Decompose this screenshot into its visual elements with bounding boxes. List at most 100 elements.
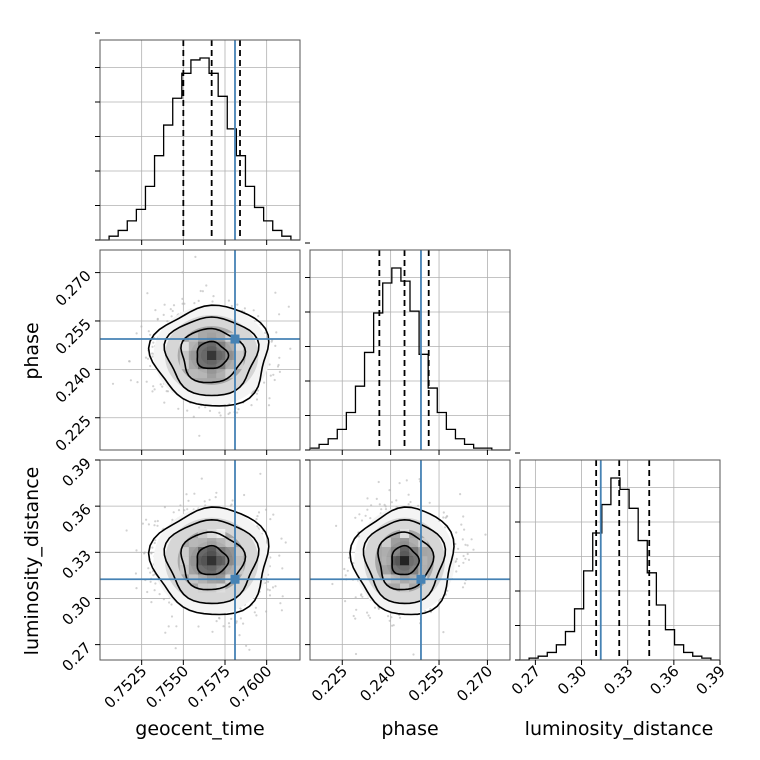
- scatter-point: [134, 572, 137, 575]
- scatter-point: [343, 567, 346, 571]
- scatter-point: [395, 499, 398, 502]
- scatter-point: [352, 614, 355, 618]
- scatter-point: [354, 617, 357, 620]
- scatter-point: [280, 609, 283, 612]
- density-cell: [400, 583, 410, 593]
- scatter-point: [268, 594, 272, 597]
- scatter-point: [187, 499, 190, 502]
- scatter-point: [218, 411, 221, 414]
- contour-line: [180, 327, 247, 384]
- scatter-point: [163, 303, 166, 306]
- scatter-point: [256, 525, 259, 528]
- scatter-point: [208, 409, 212, 412]
- scatter-point: [215, 491, 218, 494]
- scatter-point: [255, 398, 259, 401]
- scatter-point: [211, 630, 214, 633]
- density-cell: [418, 565, 428, 575]
- scatter-point: [252, 309, 255, 312]
- scatter-point: [266, 588, 269, 591]
- density-cell: [390, 538, 400, 548]
- scatter-point: [444, 526, 447, 529]
- scatter-point: [158, 593, 161, 596]
- scatter-point: [250, 404, 253, 407]
- scatter-point: [287, 305, 290, 308]
- scatter-point: [231, 499, 234, 502]
- scatter-point: [151, 345, 154, 348]
- scatter-point: [154, 539, 157, 542]
- scatter-point: [236, 411, 239, 414]
- density-cell: [188, 341, 198, 351]
- scatter-point: [457, 547, 460, 550]
- density-cell: [179, 350, 189, 360]
- density-cell: [418, 556, 428, 566]
- scatter-point: [159, 383, 162, 386]
- density-cell: [400, 538, 410, 548]
- histogram-phase: [309, 267, 510, 451]
- density-cell: [188, 556, 198, 566]
- scatter-point: [366, 497, 369, 500]
- density-cell: [225, 350, 235, 360]
- scatter-point: [259, 472, 262, 475]
- scatter-point: [470, 538, 473, 541]
- density-cell: [409, 538, 419, 548]
- scatter-point: [204, 406, 207, 409]
- y-tick-label: 0.30: [58, 593, 94, 629]
- density-cell: [225, 565, 235, 575]
- scatter-point: [269, 374, 272, 377]
- scatter-point: [344, 574, 347, 577]
- scatter-point: [398, 482, 401, 485]
- scatter-point: [255, 518, 258, 521]
- scatter-point: [455, 557, 458, 561]
- scatter-point: [125, 529, 128, 532]
- scatter-point: [197, 625, 200, 628]
- density-cell: [400, 556, 410, 566]
- scatter-point: [257, 511, 261, 514]
- axis-labels: geocent_time phase luminosity_distance p…: [21, 322, 713, 740]
- scatter-point: [278, 370, 281, 373]
- scatter-point: [466, 544, 469, 547]
- x-tick-label: 0.7575: [184, 662, 234, 712]
- x-tick-label: 0.39: [692, 662, 728, 698]
- scatter-point: [269, 518, 272, 521]
- y-tick-label: 0.240: [52, 363, 95, 406]
- scatter-point: [236, 303, 239, 306]
- scatter-point: [146, 590, 149, 594]
- contour-line: [362, 518, 447, 605]
- scatter-point: [457, 564, 461, 568]
- scatter-point: [264, 331, 267, 334]
- panel-frame: [99, 39, 301, 241]
- density-cell: [418, 547, 428, 557]
- scatter-point: [199, 289, 202, 293]
- density-cell: [400, 565, 410, 575]
- scatter-point: [218, 616, 221, 620]
- density-cell: [188, 332, 198, 342]
- scatter-point: [156, 519, 159, 523]
- scatter-point: [170, 615, 174, 618]
- scatter-point: [369, 517, 372, 520]
- scatter-point: [151, 546, 154, 549]
- scatter-point: [272, 373, 275, 376]
- scatter-point: [177, 407, 180, 410]
- scatter-point: [462, 515, 465, 518]
- scatter-point: [256, 515, 259, 518]
- x-tick-label: 0.30: [554, 662, 590, 698]
- density-cell: [188, 565, 198, 575]
- density-cell: [234, 341, 244, 351]
- scatter-point: [274, 585, 277, 588]
- scatter-point: [268, 589, 271, 592]
- scatter-point: [219, 414, 222, 417]
- x-tick-label: 0.33: [600, 662, 636, 698]
- panel-frame: [519, 459, 721, 661]
- scatter-point: [128, 360, 131, 363]
- y-tick-label: 0.225: [52, 412, 95, 455]
- density-cell: [216, 360, 226, 370]
- scatter-point: [412, 653, 415, 656]
- scatter-point: [205, 284, 208, 287]
- y-axis-label-phase: phase: [21, 322, 43, 379]
- scatter-point: [268, 397, 271, 400]
- scatter-point: [149, 580, 152, 583]
- scatter-point: [274, 291, 277, 294]
- density-cell: [390, 565, 400, 575]
- scatter-point: [147, 567, 150, 570]
- density-cell: [234, 556, 244, 566]
